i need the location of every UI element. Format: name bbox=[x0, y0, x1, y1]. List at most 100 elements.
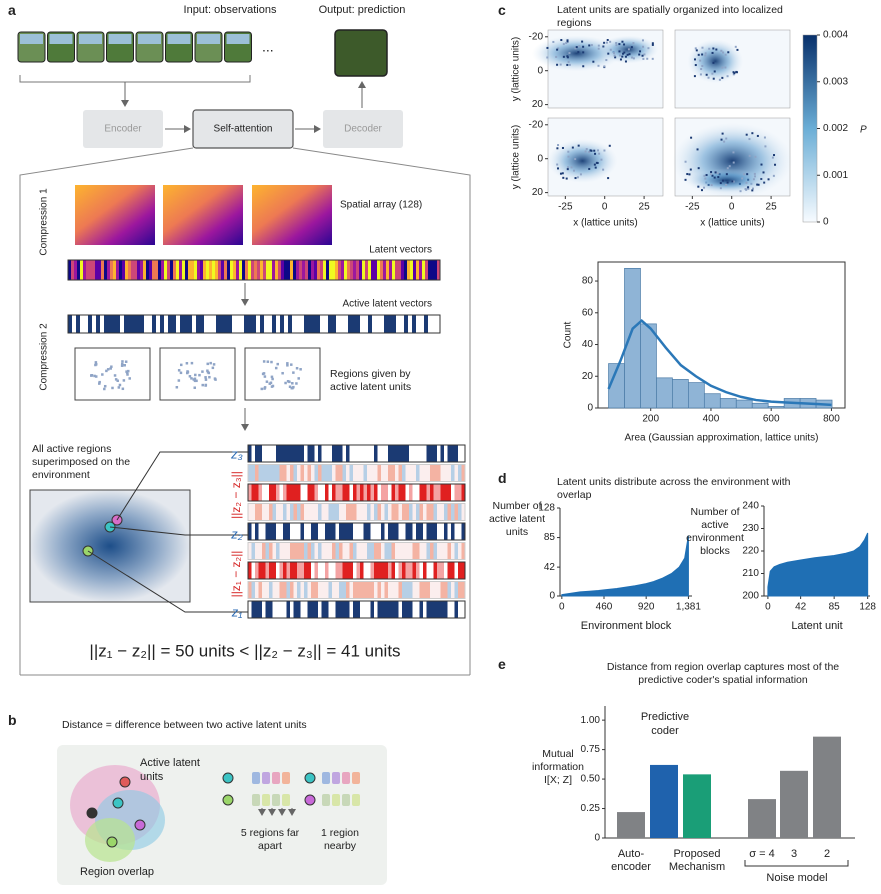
latent-stripe bbox=[284, 260, 287, 280]
diff-stripe bbox=[409, 581, 413, 599]
x-axis-label: Area (Gaussian approximation, lattice un… bbox=[625, 433, 819, 444]
latent-stripe bbox=[314, 260, 317, 280]
heat-pixel bbox=[684, 178, 687, 181]
diff-stripe bbox=[416, 542, 420, 560]
heat-pixel bbox=[571, 146, 574, 149]
diff-stripe bbox=[269, 523, 273, 540]
y-tick-label: 128 bbox=[538, 503, 555, 514]
diff-stripe bbox=[353, 445, 357, 462]
diff-stripe bbox=[314, 562, 318, 579]
decoder-label: Decoder bbox=[344, 124, 382, 135]
diff-stripe bbox=[258, 464, 262, 482]
diff-stripe bbox=[405, 523, 409, 540]
diff-stripe bbox=[419, 464, 423, 482]
compression2-label: Compression 2 bbox=[39, 323, 50, 391]
diff-stripe bbox=[391, 484, 395, 501]
heat-pixel bbox=[568, 63, 571, 66]
diff-stripe bbox=[363, 445, 367, 462]
latent-stripe bbox=[188, 260, 191, 280]
heat-pixel bbox=[705, 174, 708, 177]
latent-stripe bbox=[107, 260, 110, 280]
heat-pixel bbox=[704, 54, 707, 57]
latent-stripe bbox=[200, 260, 203, 280]
diff-stripe bbox=[255, 523, 259, 540]
diff-stripe bbox=[423, 562, 427, 579]
diff-stripe bbox=[272, 562, 276, 579]
diff-stripe bbox=[248, 542, 252, 560]
x-tick-label: 0 bbox=[602, 202, 608, 213]
diff-stripe bbox=[461, 542, 465, 560]
region-pixel bbox=[265, 380, 269, 383]
x-tick-label: -25 bbox=[558, 202, 573, 213]
y-tick-label: 230 bbox=[742, 523, 759, 534]
x-tick-label: σ = 4 bbox=[749, 848, 774, 860]
diff-stripe bbox=[307, 523, 311, 540]
decoder-box bbox=[323, 110, 403, 148]
heat-pixel bbox=[556, 163, 559, 166]
diff-stripe bbox=[353, 581, 357, 599]
diff-stripe bbox=[440, 445, 444, 462]
diff-stripe bbox=[265, 542, 269, 560]
latent-stripe bbox=[146, 260, 149, 280]
diff-stripe bbox=[384, 464, 388, 482]
diff-stripe bbox=[433, 542, 437, 560]
diff-stripe bbox=[265, 464, 269, 482]
active-stripe bbox=[292, 315, 296, 333]
heat-pixel bbox=[556, 147, 559, 150]
heat-pixel bbox=[573, 169, 576, 172]
diff-stripe bbox=[437, 503, 441, 521]
x-tick-label: 42 bbox=[795, 602, 807, 613]
heat-pixel bbox=[626, 53, 629, 56]
heat-pixel bbox=[725, 137, 728, 140]
b-title: Distance = difference between two active… bbox=[62, 719, 307, 731]
diff-stripe bbox=[321, 464, 325, 482]
diff-stripe bbox=[339, 464, 343, 482]
heat-pixel bbox=[597, 44, 600, 47]
heat-pixel bbox=[757, 183, 760, 186]
heat-pixel bbox=[708, 47, 711, 50]
region-pixel bbox=[111, 386, 114, 390]
heat-pixel bbox=[715, 48, 718, 51]
heat-pixel bbox=[762, 171, 765, 174]
heat-pixel bbox=[618, 50, 621, 53]
latent-stripe bbox=[116, 260, 119, 280]
diff-stripe bbox=[447, 523, 451, 540]
heat-pixel bbox=[753, 172, 756, 175]
diff-stripe bbox=[381, 523, 385, 540]
active-stripe bbox=[136, 315, 140, 333]
diff-stripe bbox=[377, 484, 381, 501]
heat-pixel bbox=[751, 189, 754, 192]
latent-stripe bbox=[245, 260, 248, 280]
latent-stripe bbox=[365, 260, 368, 280]
diff-stripe bbox=[374, 523, 378, 540]
diff-stripe bbox=[272, 542, 276, 560]
diff-stripe bbox=[370, 581, 374, 599]
latent-stripe bbox=[194, 260, 197, 280]
latent-stripe bbox=[308, 260, 311, 280]
diff-stripe bbox=[384, 542, 388, 560]
active-stripe bbox=[72, 315, 76, 333]
region-pixel bbox=[262, 360, 266, 363]
heat-pixel bbox=[701, 46, 704, 49]
diff-stripe bbox=[367, 542, 371, 560]
diff-stripe bbox=[349, 542, 353, 560]
diff-stripe bbox=[447, 484, 451, 501]
latent-stripe bbox=[173, 260, 176, 280]
diff-stripe bbox=[356, 601, 360, 618]
latent-stripe bbox=[68, 260, 71, 280]
active-stripe bbox=[412, 315, 416, 333]
region-pixel bbox=[127, 369, 130, 373]
diff-stripe bbox=[304, 503, 308, 521]
x-tick-label: Proposed Mechanism bbox=[669, 848, 725, 873]
diff-stripe bbox=[370, 445, 374, 462]
active-stripe bbox=[284, 315, 288, 333]
diff-stripe bbox=[328, 464, 332, 482]
diff-stripe bbox=[458, 445, 462, 462]
diff-stripe bbox=[454, 601, 458, 618]
heat-pixel bbox=[699, 59, 702, 62]
x-axis-label: x (lattice units) bbox=[700, 218, 764, 229]
latent-stripe bbox=[344, 260, 347, 280]
region-pixel bbox=[179, 371, 183, 375]
active-stripe bbox=[168, 315, 172, 333]
latent-stripe bbox=[296, 260, 299, 280]
